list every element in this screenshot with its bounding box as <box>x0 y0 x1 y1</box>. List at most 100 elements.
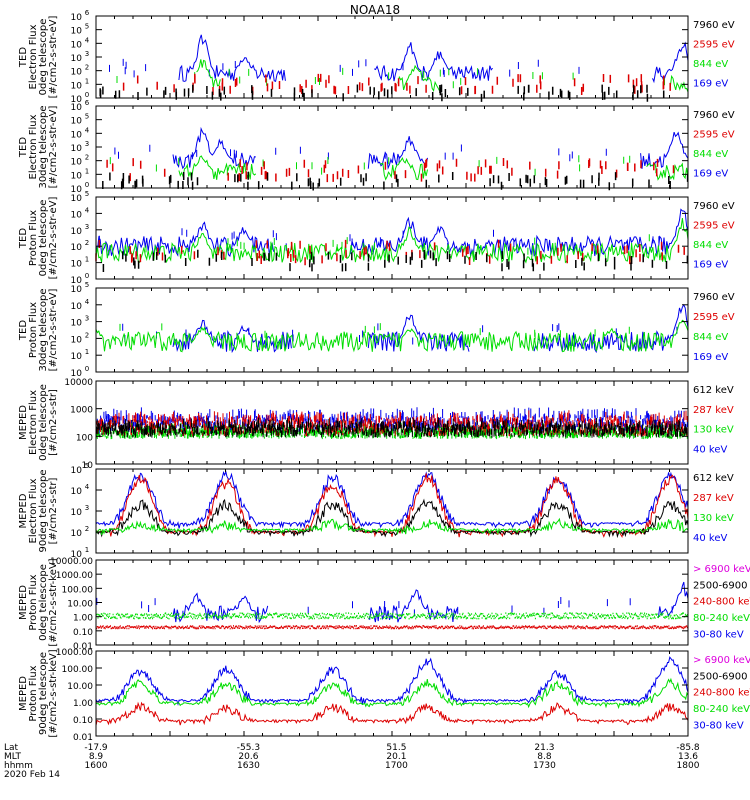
legend-entry: 2500-6900 <box>693 671 748 682</box>
legend-entry: 130 keV <box>693 513 734 524</box>
y-tick-exponent: 5 <box>85 113 89 121</box>
legend-entry: 2595 eV <box>693 221 735 232</box>
series-line <box>95 319 689 353</box>
y-axis-label-line: [#/cm2-s-str-keV] <box>48 649 59 737</box>
y-axis-label-line: 30deg telescope <box>38 105 49 188</box>
legend-entry: 30-80 keV <box>693 629 744 640</box>
y-tick-label: 1000 <box>70 406 93 416</box>
y-axis-label-line: Electron Flux <box>28 390 39 455</box>
series-line <box>95 469 689 529</box>
y-tick-exponent: 2 <box>85 331 89 339</box>
y-tick-exponent: 0 <box>85 365 89 373</box>
y-tick-label: 10 <box>71 54 83 64</box>
legend-entry: 7960 eV <box>693 20 735 31</box>
y-tick-label: 100 <box>76 433 93 443</box>
y-tick-label: 10 <box>71 487 83 497</box>
legend-entry: 2500-6900 <box>693 580 748 591</box>
x-ticks <box>95 16 689 98</box>
y-axis-label-line: MEPED <box>18 405 29 440</box>
y-tick-label: 10000.00 <box>50 557 93 567</box>
y-axis-label-line: Electron Flux <box>28 478 39 543</box>
y-tick-label: 10 <box>71 81 83 91</box>
legend-entry: 2595 eV <box>693 40 735 51</box>
x-tick-mlt: 8.8 <box>537 752 552 762</box>
y-tick-label: 0.10 <box>73 716 93 726</box>
x-tick-hhmm: 1600 <box>85 761 108 771</box>
series-line <box>95 656 689 706</box>
y-tick-label: 100.00 <box>62 665 94 675</box>
y-axis-label-line: 0deg telescope <box>38 200 49 277</box>
y-tick-label: 10 <box>71 529 83 539</box>
y-tick-label: 0.01 <box>73 642 93 652</box>
y-tick-label: 10 <box>71 302 83 312</box>
y-axis-label-line: Electron Flux <box>28 24 39 89</box>
legend-entry: 7960 eV <box>693 201 735 212</box>
y-tick-label: 10 <box>71 243 83 253</box>
series-marks <box>102 249 689 272</box>
y-axis-label: MEPEDProton Flux0deg telescope[#/cm2-s-s… <box>18 558 59 646</box>
x-ticks <box>95 469 689 553</box>
y-axis-label-line: Electron Flux <box>28 114 39 179</box>
y-tick-label: 10 <box>82 461 94 471</box>
series-844-ev <box>95 319 689 353</box>
y-axis-label-line: TED <box>18 320 29 341</box>
y-tick-exponent: 4 <box>85 126 90 134</box>
y-tick-exponent: 3 <box>85 140 89 148</box>
legend-entry: 40 keV <box>693 533 727 544</box>
x-axis-row-label: 2020 Feb 14 <box>4 770 60 780</box>
legend-entry: 844 eV <box>693 149 728 160</box>
legend-entry: 287 keV <box>693 405 734 416</box>
y-tick-label: 1.00 <box>73 614 93 624</box>
x-tick-lat: -55.3 <box>237 743 260 753</box>
y-tick-label: 10 <box>71 13 83 23</box>
legend-entry: > 6900 keV <box>693 564 750 575</box>
y-tick-label: 10 <box>71 319 83 329</box>
series-7960-ev <box>102 249 689 272</box>
y-axis-label-line: [#/cm2-s-str] <box>48 477 59 544</box>
series-240-800-kev <box>95 625 688 630</box>
series-marks <box>122 73 671 95</box>
legend-entry: 80-240 keV <box>693 613 750 624</box>
y-axis-label: TEDElectron Flux30deg telescope[#/cm2-s-… <box>18 105 59 188</box>
y-axis-label-line: 90deg telescope <box>38 469 49 552</box>
y-tick-exponent: 0 <box>85 91 89 99</box>
legend-entry: 612 keV <box>693 473 734 484</box>
series-169-ev <box>122 303 689 354</box>
y-tick-label: 10.00 <box>67 682 93 692</box>
y-axis-label-line: MEPED <box>18 585 29 620</box>
y-axis-label-line: MEPED <box>18 493 29 528</box>
y-axis-label-line: Proton Flux <box>28 665 39 721</box>
y-tick-label: 10 <box>71 352 83 362</box>
y-axis-label-line: TED <box>18 137 29 158</box>
y-axis-label: TEDElectron Flux0deg telescope[#/cm2-s-s… <box>18 16 59 99</box>
y-tick-exponent: 0 <box>85 272 89 280</box>
legend-entry: 169 eV <box>693 260 728 271</box>
series-marks <box>95 625 688 630</box>
y-tick-label: 10 <box>71 550 83 560</box>
panel-7: 0.010.101.0010.00100.001000.0010000.00ME… <box>18 557 750 652</box>
legend-entry: 169 eV <box>693 169 728 180</box>
series-2595-ev <box>95 239 685 266</box>
series-marks <box>95 239 685 266</box>
series-30-80-kev <box>95 656 689 706</box>
legend-entry: 844 eV <box>693 332 728 343</box>
y-tick-label: 0.10 <box>73 628 93 638</box>
x-tick-hhmm: 1700 <box>385 761 408 771</box>
legend-entry: 80-240 keV <box>693 704 750 715</box>
legend-entry: 7960 eV <box>693 292 735 303</box>
x-tick-lat: -17.9 <box>84 743 108 753</box>
legend-entry: 30-80 keV <box>693 720 744 731</box>
series-40-kev <box>95 469 689 529</box>
y-tick-label: 10 <box>71 260 83 270</box>
y-axis-label-line: MEPED <box>18 676 29 711</box>
y-axis-label-line: [#/cm2-s-str-eV] <box>48 16 59 99</box>
series-line <box>95 473 689 539</box>
series-2595-ev <box>122 73 671 95</box>
y-tick-label: 10 <box>71 117 83 127</box>
y-axis-label-line: 0deg telescope <box>38 384 49 461</box>
y-tick-label: 1000.00 <box>56 571 93 581</box>
legend-entry: 2595 eV <box>693 130 735 141</box>
x-tick-hhmm: 1630 <box>237 761 260 771</box>
